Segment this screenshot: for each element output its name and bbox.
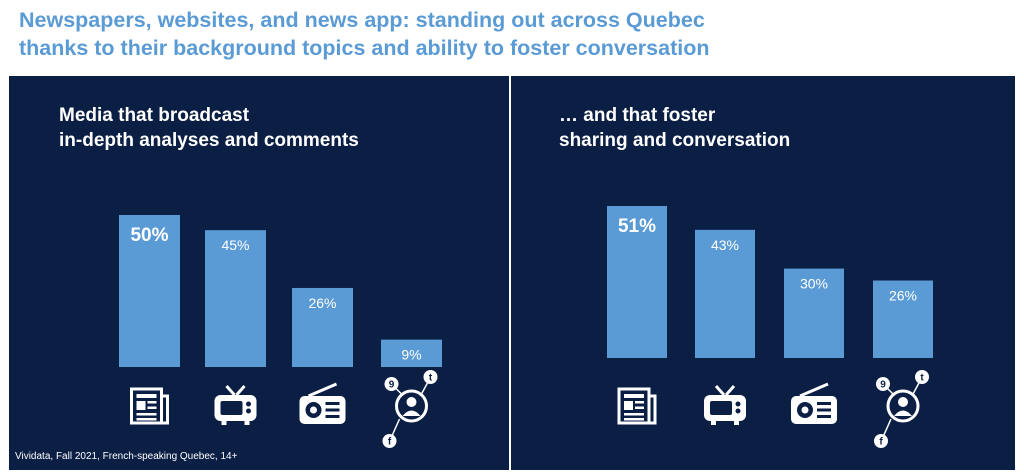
svg-text:9: 9	[389, 380, 395, 391]
bar-label-3: 26%	[308, 295, 336, 311]
bar-1	[607, 206, 667, 358]
svg-text:9: 9	[880, 380, 886, 391]
left-chart-title-line-2: in-depth analyses and comments	[59, 130, 359, 151]
bar-3	[784, 268, 844, 358]
newspaper-icon	[617, 387, 657, 425]
bar-label-3: 30%	[800, 276, 828, 292]
bar-label-2: 45%	[221, 237, 249, 253]
svg-text:f: f	[388, 437, 392, 448]
left-bar-chart: 50% 45% 26% 9% 9 t f	[119, 215, 442, 448]
source-note: Vividata, Fall 2021, French-speaking Que…	[15, 451, 238, 462]
right-chart-panel: … and that foster sharing and conversati…	[511, 76, 1015, 470]
svg-text:t: t	[429, 373, 433, 384]
radio-icon	[791, 382, 837, 424]
bar-2	[205, 230, 266, 367]
bar-4	[381, 339, 442, 367]
right-chart-title-line-1: … and that foster	[559, 105, 716, 126]
bar-label-4: 9%	[401, 347, 421, 363]
svg-text:f: f	[879, 437, 883, 448]
radio-icon	[299, 382, 346, 424]
headline-line-1: Newspapers, websites, and news app: stan…	[19, 8, 705, 32]
bar-3	[292, 287, 353, 367]
tv-icon	[704, 385, 746, 425]
newspaper-icon	[130, 387, 169, 425]
bar-label-2: 43%	[711, 237, 739, 253]
social-media-icon: 9 t f	[382, 370, 438, 448]
svg-text:t: t	[920, 373, 924, 384]
social-media-icon: 9 t f	[874, 370, 929, 448]
bar-4	[873, 280, 933, 358]
left-chart-panel: Media that broadcast in-depth analyses a…	[9, 76, 509, 470]
bar-2	[695, 229, 755, 358]
bar-label-1: 50%	[130, 225, 168, 246]
right-chart-title-line-2: sharing and conversation	[559, 130, 791, 151]
right-bar-chart: 51% 43% 30% 26% 9 t f	[607, 206, 933, 448]
bar-label-1: 51%	[618, 216, 656, 237]
tv-icon	[214, 385, 257, 425]
headline-line-2: thanks to their background topics and ab…	[19, 36, 710, 60]
left-chart-title: Media that broadcast in-depth analyses a…	[59, 103, 359, 153]
left-chart-title-line-1: Media that broadcast	[59, 105, 250, 126]
headline: Newspapers, websites, and news app: stan…	[19, 6, 710, 62]
bar-1	[119, 215, 180, 367]
right-chart-title: … and that foster sharing and conversati…	[559, 103, 790, 153]
bar-label-4: 26%	[889, 288, 917, 304]
